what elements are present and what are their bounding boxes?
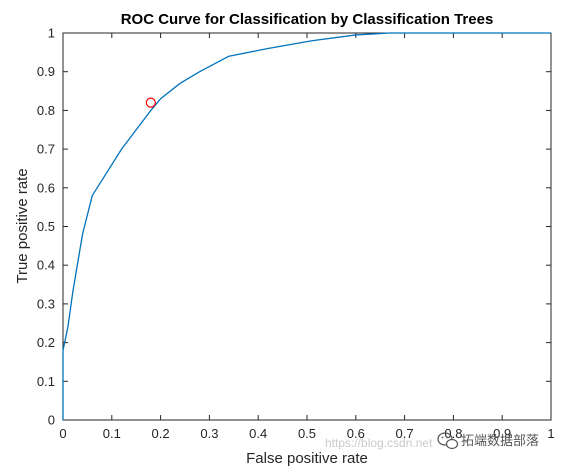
y-tick-label: 0.4 (37, 258, 55, 273)
y-tick-label: 0.2 (37, 335, 55, 350)
y-tick-label: 0.3 (37, 296, 55, 311)
x-tick-label: 0.3 (200, 426, 218, 441)
x-tick-label: 0.4 (249, 426, 267, 441)
y-tick-label: 0.8 (37, 103, 55, 118)
x-tick-label: 0.7 (396, 426, 414, 441)
watermark-text: 拓端数据部落 (461, 433, 539, 448)
marker-layer (145, 97, 156, 108)
series-layer (62, 32, 551, 420)
operating-point-marker (145, 97, 156, 108)
x-tick-label: 0.1 (103, 426, 121, 441)
y-tick-label: 0.1 (37, 374, 55, 389)
x-tick-labels: 0 0.1 0.2 0.3 0.4 0.5 0.6 0.7 0.8 0.9 1 (59, 426, 554, 441)
watermark-faint-url: https://blog.csdn.net (325, 436, 433, 450)
x-tick-label: 0.8 (444, 426, 462, 441)
y-tick-label: 0.5 (37, 219, 55, 234)
y-tick-label: 1 (48, 26, 55, 41)
x-tick-label: 0.9 (493, 426, 511, 441)
y-tick-label: 0.7 (37, 142, 55, 157)
y-tick-labels: 0 0.1 0.2 0.3 0.4 0.5 0.6 0.7 0.8 0.9 1 (37, 26, 55, 428)
x-tick-label: 1 (547, 426, 554, 441)
x-axis-title: False positive rate (246, 450, 368, 467)
x-tick-label: 0.2 (152, 426, 170, 441)
roc-series-line (62, 32, 551, 420)
y-axis-title: True positive rate (14, 168, 31, 283)
plot-area (62, 32, 552, 421)
y-tick-label: 0.9 (37, 64, 55, 79)
x-tick-label: 0 (59, 426, 66, 441)
x-tick-label: 0.5 (298, 426, 316, 441)
wechat-icon (437, 432, 459, 450)
chart-title: ROC Curve for Classification by Classifi… (121, 11, 494, 28)
y-tick-label: 0 (48, 413, 55, 428)
x-tick-label: 0.6 (347, 426, 365, 441)
y-tick-label: 0.6 (37, 180, 55, 195)
